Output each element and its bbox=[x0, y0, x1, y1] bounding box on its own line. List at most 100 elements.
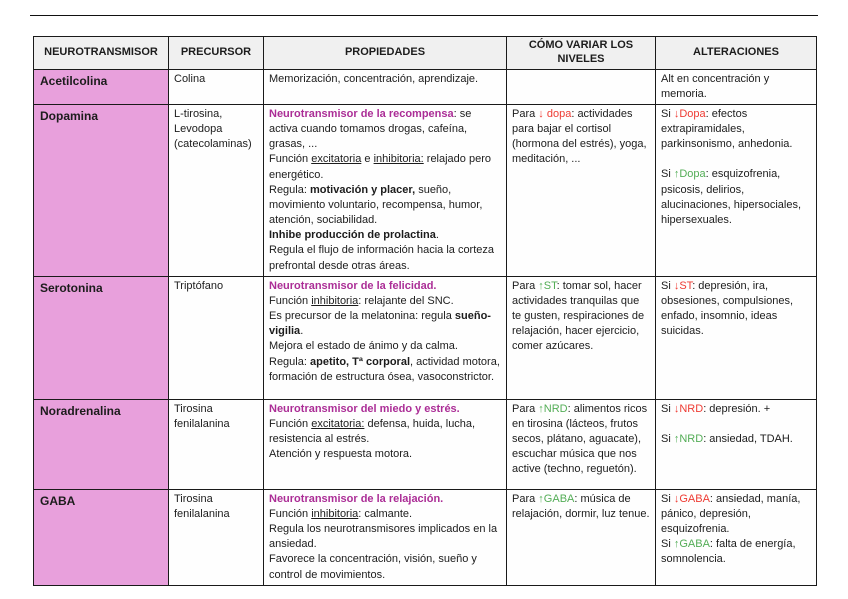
text-segment: sueño, movimiento voluntario, recompensa… bbox=[269, 183, 483, 227]
variar-cell bbox=[506, 68, 656, 105]
variar-cell: Para ↑ST: tomar sol, hacer actividades t… bbox=[506, 275, 656, 400]
text-line: Regula: motivación y placer, sueño, movi… bbox=[269, 183, 501, 229]
text-line: Favorece la concentración, visión, sueño… bbox=[269, 552, 501, 582]
text-segment: Regula los neurotransmisores implicados … bbox=[269, 523, 498, 551]
alteraciones-cell: Si ↓NRD: depresión. + Si ↑NRD: ansiedad, … bbox=[655, 398, 817, 490]
text-segment: Si bbox=[661, 107, 674, 120]
text-segment: Atención y respuesta motora. bbox=[269, 448, 413, 461]
variar-cell: Para ↓ dopa: actividades para bajar el c… bbox=[506, 103, 656, 277]
variar-cell: Para ↑GABA: música de relajación, dormir… bbox=[506, 488, 656, 586]
text-segment: Triptófano bbox=[174, 279, 224, 292]
propiedades-cell: Memorización, concentración, aprendizaje… bbox=[263, 68, 507, 105]
column-header-2: PROPIEDADES bbox=[263, 36, 507, 70]
text-line: Alt en concentración y memoria. bbox=[661, 72, 811, 102]
alteraciones-cell: Alt en concentración y memoria. bbox=[655, 68, 817, 105]
text-segment: Función bbox=[269, 153, 312, 166]
text-segment: ↓NRD bbox=[673, 402, 704, 415]
text-segment: Tirosina bbox=[174, 402, 213, 415]
text-segment: defensa, huida, lucha, resistencia al es… bbox=[269, 417, 476, 446]
alteraciones-cell: Si ↓GABA: ansiedad, manía, pánico, depre… bbox=[655, 488, 817, 586]
text-segment: inhibitoria bbox=[311, 294, 359, 307]
text-segment: Neurotransmisor de la relajación. bbox=[269, 492, 444, 505]
text-segment: Neurotransmisor de la recompensa bbox=[269, 107, 454, 120]
text-line: Para ↓ dopa: actividades para bajar el c… bbox=[512, 107, 650, 168]
text-segment: Para bbox=[512, 402, 539, 415]
text-segment: Regula: bbox=[269, 183, 310, 196]
text-segment: : alimentos ricos en tirosina (lácteos, … bbox=[512, 402, 648, 476]
text-line: Neurotransmisor del miedo y estrés. bbox=[269, 402, 501, 417]
text-segment: ↓ST bbox=[673, 279, 693, 292]
neurotransmitter-name: Noradrenalina bbox=[33, 398, 169, 490]
text-segment: Si bbox=[661, 402, 674, 415]
text-line: L-tirosina, bbox=[174, 107, 258, 122]
precursor-cell: Tirosina fenilalanina bbox=[168, 398, 264, 490]
text-segment: : música de relajación, dormir, luz tenu… bbox=[512, 492, 650, 520]
text-segment: : efectos extrapiramidales, parkinsonism… bbox=[661, 107, 793, 151]
text-segment: excitatoria: bbox=[311, 417, 365, 430]
text-segment: ↓GABA bbox=[673, 492, 710, 505]
text-line: Si ↑NRD: ansiedad, TDAH. bbox=[661, 432, 811, 447]
column-header-0: NEUROTRANSMISOR bbox=[33, 36, 169, 70]
text-segment: apetito, Tª corporal bbox=[309, 355, 411, 368]
text-segment: Si bbox=[661, 432, 674, 445]
text-segment: , actividad motora, formación de estruct… bbox=[269, 355, 500, 383]
text-segment: Memorización, concentración, aprendizaje… bbox=[269, 72, 479, 85]
text-line: Atención y respuesta motora. bbox=[269, 447, 501, 462]
text-line: Si ↓NRD: depresión. + bbox=[661, 402, 811, 417]
text-line: Para ↑ST: tomar sol, hacer actividades t… bbox=[512, 279, 650, 355]
table-row: Noradrenalina Tirosina fenilalanina Neurotr… bbox=[33, 398, 817, 490]
propiedades-cell: Neurotransmisor de la recompensa: se act… bbox=[263, 103, 507, 277]
page-top-rule bbox=[30, 15, 818, 16]
text-segment: Si bbox=[661, 168, 674, 181]
text-segment: Si bbox=[661, 279, 674, 292]
text-segment: Inhibe producción de prolactina bbox=[269, 229, 436, 242]
table-row: Acetilcolina Colina Memorización, concentr… bbox=[33, 68, 817, 105]
neurotransmitter-name: GABA bbox=[33, 488, 169, 586]
column-header-4: ALTERACIONES bbox=[655, 36, 817, 70]
text-segment: relajado pero energético. bbox=[269, 153, 491, 181]
text-segment: (catecolaminas) bbox=[174, 138, 252, 151]
text-line: Función excitatoria: defensa, huida, luc… bbox=[269, 417, 501, 447]
neurotransmitter-name: Serotonina bbox=[33, 275, 169, 400]
neurotransmitter-name: Dopamina bbox=[33, 103, 169, 277]
table-row: Dopamina L-tirosina, Levodopa (catecolamina… bbox=[33, 103, 817, 277]
column-header-1: PRECURSOR bbox=[168, 36, 264, 70]
text-segment: Si bbox=[661, 538, 674, 551]
text-line: fenilalanina bbox=[174, 417, 258, 432]
text-line: Memorización, concentración, aprendizaje… bbox=[269, 72, 501, 87]
text-line: Neurotransmisor de la recompensa: se act… bbox=[269, 107, 501, 153]
text-line: Si ↓Dopa: efectos extrapiramidales, park… bbox=[661, 107, 811, 153]
table-row: Serotonina Triptófano Neurotransmisor de l… bbox=[33, 275, 817, 400]
text-line: Regula los neurotransmisores implicados … bbox=[269, 522, 501, 552]
text-line: Neurotransmisor de la relajación. bbox=[269, 492, 501, 507]
text-line: (catecolaminas) bbox=[174, 137, 258, 152]
text-segment: fenilalanina bbox=[174, 507, 230, 520]
text-segment: Tirosina bbox=[174, 492, 213, 505]
text-segment: ↓ dopa bbox=[538, 107, 572, 120]
text-segment: Si bbox=[661, 492, 674, 505]
precursor-cell: Tirosina fenilalanina bbox=[168, 488, 264, 586]
text-segment: : calmante. bbox=[358, 507, 413, 520]
text-segment: Para bbox=[512, 107, 539, 120]
text-segment: : depresión, ira, obsesiones, compulsion… bbox=[661, 279, 794, 338]
text-segment: inhibitoria: bbox=[373, 153, 424, 166]
text-segment: : ansiedad, manía, pánico, depresión, es… bbox=[661, 492, 801, 536]
text-line: Si ↑GABA: falta de energía, somnolencia. bbox=[661, 537, 811, 567]
text-segment: : se activa cuando tomamos drogas, cafeí… bbox=[269, 107, 472, 151]
text-segment: ↑GABA bbox=[673, 538, 710, 551]
text-segment: Regula el flujo de información hacia la … bbox=[269, 244, 495, 272]
propiedades-cell: Neurotransmisor de la felicidad. Función … bbox=[263, 275, 507, 400]
text-segment: : depresión. + bbox=[703, 402, 771, 415]
text-line: Triptófano bbox=[174, 279, 258, 294]
text-line: Es precursor de la melatonina: regula su… bbox=[269, 309, 501, 339]
text-segment: Mejora el estado de ánimo y da calma. bbox=[269, 340, 458, 353]
text-segment: Alt en concentración y memoria. bbox=[661, 72, 770, 100]
neurotransmitter-name: Acetilcolina bbox=[33, 68, 169, 105]
text-segment: ↑NRD bbox=[538, 402, 568, 415]
text-line: Si ↓ST: depresión, ira, obsesiones, comp… bbox=[661, 279, 811, 340]
text-line: Función excitatoria e inhibitoria: relaj… bbox=[269, 152, 501, 182]
text-segment: Favorece la concentración, visión, sueño… bbox=[269, 553, 477, 581]
neurotransmitters-table: NEUROTRANSMISOR PRECURSOR PROPIEDADES CÓMO … bbox=[33, 36, 817, 586]
text-segment: Regula: bbox=[269, 355, 310, 368]
